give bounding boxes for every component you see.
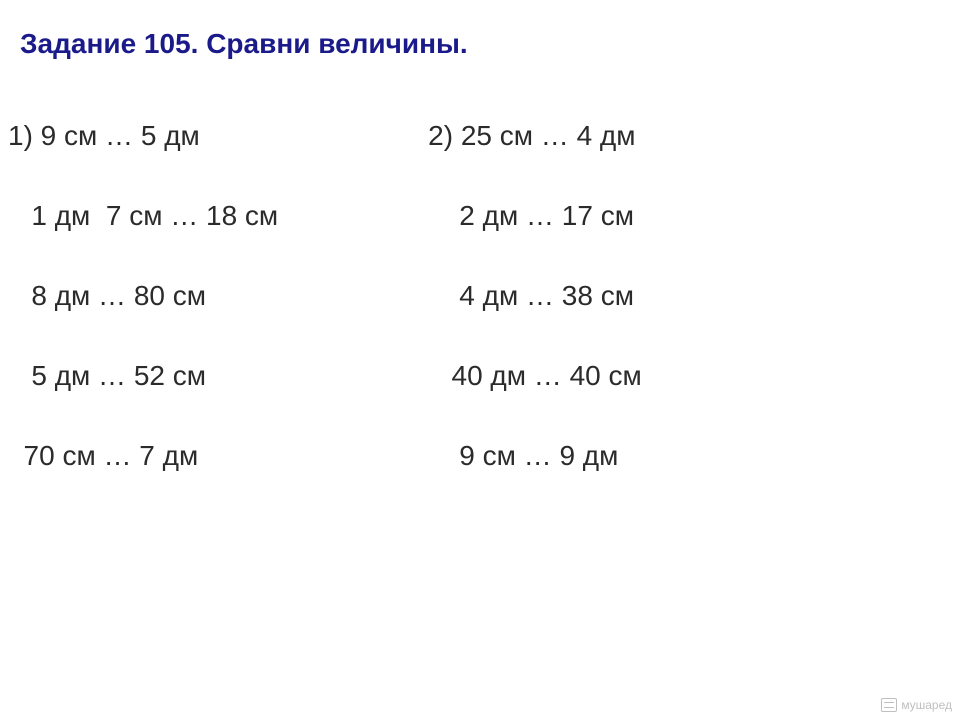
comparison-row: 1) 9 см … 5 дм: [8, 120, 278, 152]
exercise-content: 1) 9 см … 5 дм 1 дм 7 см … 18 см 8 дм … …: [0, 120, 960, 472]
comparison-row: 8 дм … 80 см: [8, 280, 278, 312]
column-1: 1) 9 см … 5 дм 1 дм 7 см … 18 см 8 дм … …: [0, 120, 278, 472]
comparison-row: 2 дм … 17 см: [428, 200, 642, 232]
comparison-row: 9 см … 9 дм: [428, 440, 642, 472]
comparison-row: 2) 25 см … 4 дм: [428, 120, 642, 152]
watermark-text: мyшаред: [901, 698, 952, 712]
comparison-row: 40 дм … 40 см: [428, 360, 642, 392]
comparison-row: 70 см … 7 дм: [8, 440, 278, 472]
comparison-row: 5 дм … 52 см: [8, 360, 278, 392]
exercise-title: Задание 105. Сравни величины.: [20, 28, 468, 60]
watermark-icon: [881, 698, 897, 712]
comparison-row: 4 дм … 38 см: [428, 280, 642, 312]
column-2: 2) 25 см … 4 дм 2 дм … 17 см 4 дм … 38 с…: [278, 120, 642, 472]
watermark: мyшаред: [881, 698, 952, 712]
comparison-row: 1 дм 7 см … 18 см: [8, 200, 278, 232]
